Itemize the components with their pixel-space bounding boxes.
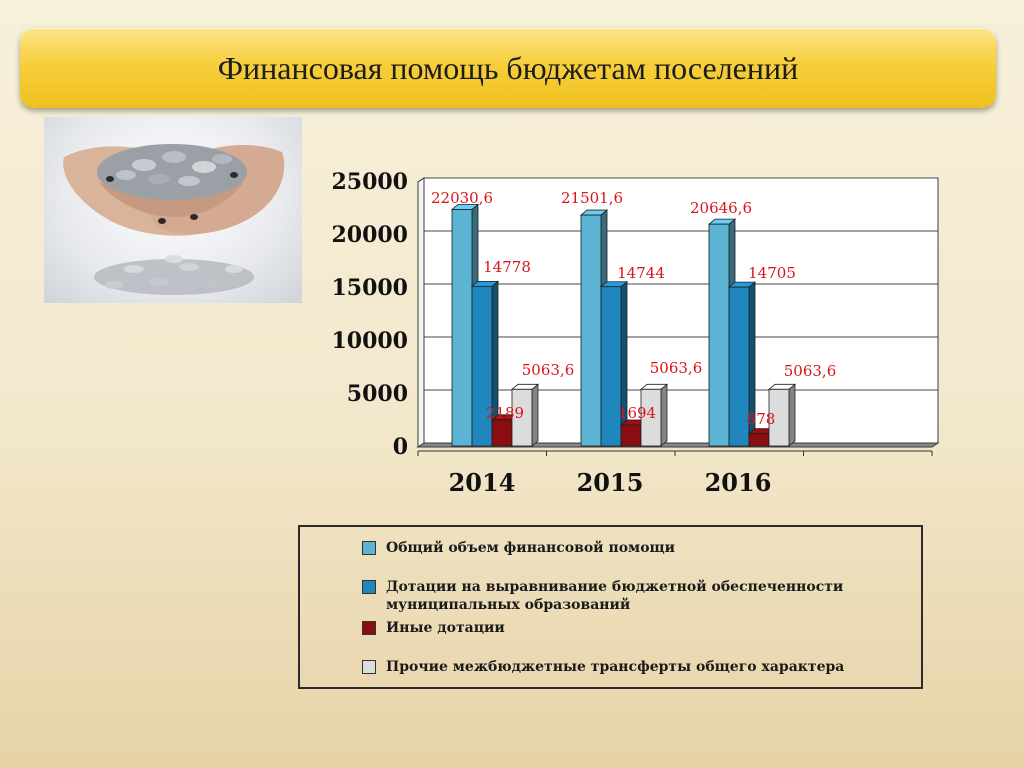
- legend-item: Иные дотации: [362, 619, 505, 637]
- y-tick-label: 0: [393, 434, 408, 460]
- legend-swatch-total: [362, 541, 376, 555]
- legend-item: Дотации на выравнивание бюджетной обеспе…: [362, 578, 882, 614]
- data-label: 878: [747, 410, 776, 428]
- bar: [511, 388, 533, 447]
- side-wall: [417, 177, 425, 448]
- bar-side: [531, 383, 539, 447]
- title-banner: Финансовая помощь бюджетам поселений: [20, 28, 996, 108]
- legend-swatch-transfers: [362, 660, 376, 674]
- data-label: 5063,6: [650, 359, 703, 377]
- bar: [600, 286, 622, 447]
- coins-in-hands-photo: [44, 117, 302, 303]
- bar: [451, 209, 473, 447]
- y-tick-label: 20000: [331, 222, 408, 248]
- coins-photo-illustration: [63, 144, 285, 295]
- data-label: 1694: [618, 404, 656, 422]
- bar: [728, 286, 750, 447]
- x-tick-label: 2016: [705, 468, 772, 497]
- y-tick-label: 10000: [331, 328, 408, 354]
- bar-side: [660, 383, 668, 447]
- x-tick-label: 2014: [449, 468, 516, 497]
- data-label: 2189: [486, 404, 524, 422]
- bar: [471, 285, 493, 447]
- data-label: 14778: [483, 258, 531, 276]
- bar: [491, 419, 513, 447]
- bar: [620, 424, 642, 447]
- data-label: 14705: [748, 264, 796, 282]
- legend-swatch-equalization: [362, 580, 376, 594]
- x-tick-label: 2015: [577, 468, 644, 497]
- bar: [768, 388, 790, 447]
- data-label: 20646,6: [690, 199, 752, 217]
- bar-side: [788, 383, 796, 447]
- legend-label: Прочие межбюджетные трансферты общего ха…: [386, 659, 845, 675]
- y-tick-label: 15000: [331, 275, 408, 301]
- bar-chart: 0 5000 10000 15000 20000 25000 22030,6 21501,6 2…: [331, 169, 940, 497]
- bar: [748, 433, 770, 447]
- y-tick-label: 5000: [347, 381, 408, 407]
- legend-label: Общий объем финансовой помощи: [386, 540, 676, 556]
- slide-title: Финансовая помощь бюджетам поселений: [217, 49, 799, 86]
- legend-item: Прочие межбюджетные трансферты общего ха…: [362, 658, 844, 676]
- data-label: 14744: [617, 264, 665, 282]
- bar: [580, 214, 602, 447]
- data-label: 5063,6: [522, 361, 575, 379]
- legend-swatch-other-grants: [362, 621, 376, 635]
- data-label: 5063,6: [784, 362, 837, 380]
- chart-legend: Общий объем финансовой помощи Дотации на…: [298, 525, 923, 689]
- legend-label: Дотации на выравнивание бюджетной обеспе…: [386, 579, 844, 613]
- bar: [640, 388, 662, 447]
- legend-label: Иные дотации: [386, 620, 505, 636]
- data-label: 22030,6: [431, 189, 493, 207]
- bar: [708, 223, 730, 447]
- data-label: 21501,6: [561, 189, 623, 207]
- y-tick-label: 25000: [331, 169, 408, 195]
- legend-item: Общий объем финансовой помощи: [362, 539, 675, 557]
